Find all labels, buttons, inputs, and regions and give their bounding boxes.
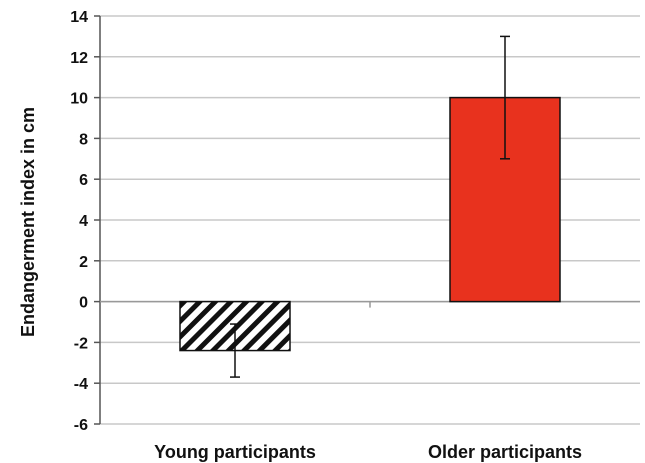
error-bars: [230, 35, 510, 378]
labels: -6 -4 -2 0 2 4 6 8 10 12 14 Young participants Older…: [70, 9, 582, 462]
x-category-label: Young participants: [154, 442, 316, 462]
y-tick-label: -6: [74, 417, 88, 434]
y-tick-label: -4: [74, 376, 88, 393]
y-tick-label: 10: [70, 91, 88, 108]
x-category-label: Older participants: [428, 442, 582, 462]
bars: [179, 96, 561, 352]
y-tick-label: 14: [70, 9, 88, 26]
y-tick-label: 6: [79, 172, 88, 189]
y-tick-label: 0: [79, 295, 88, 312]
y-tick-label: 4: [79, 213, 88, 230]
y-axis-title: Endangerment index in cm: [18, 107, 38, 337]
y-tick-label: 8: [79, 131, 88, 148]
y-tick-label: -2: [74, 335, 88, 352]
y-tick-label: 12: [70, 50, 88, 67]
y-tick-label: 2: [79, 254, 88, 271]
